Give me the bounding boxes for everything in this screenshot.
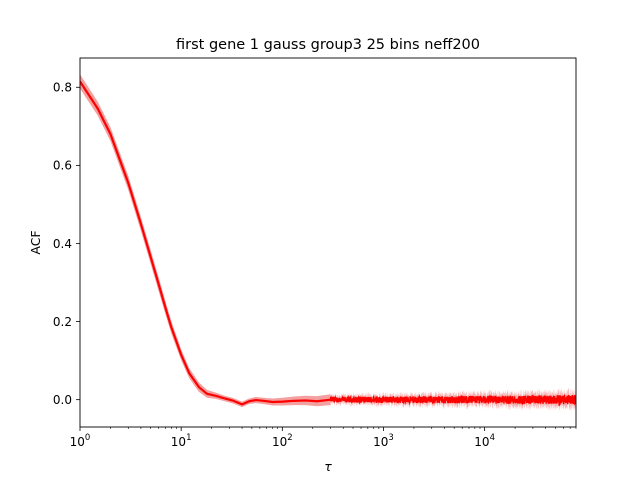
- x-tick-label: 104: [474, 433, 495, 449]
- acf-confidence-band: [80, 74, 331, 408]
- x-tick-label: 101: [171, 433, 192, 449]
- plot-area: [80, 74, 576, 412]
- y-tick-label: 0.2: [53, 315, 72, 329]
- plot-frame: [79, 57, 577, 428]
- x-axis: 100 101 102 103 104: [70, 427, 577, 449]
- x-tick-label: 100: [70, 433, 91, 449]
- y-tick-label: 0.4: [53, 237, 72, 251]
- acf-line: [80, 80, 331, 406]
- x-tick-label: 102: [272, 433, 293, 449]
- chart-title: first gene 1 gauss group3 25 bins neff20…: [176, 37, 480, 53]
- x-axis-label: τ: [324, 459, 332, 474]
- y-tick-label: 0.8: [53, 81, 72, 95]
- y-tick-label: 0.0: [53, 393, 72, 407]
- y-axis-label: ACF: [28, 230, 43, 254]
- x-tick-label: 103: [373, 433, 394, 449]
- y-axis: 0.0 0.2 0.4 0.6 0.8: [53, 81, 80, 407]
- y-tick-label: 0.6: [53, 159, 72, 173]
- acf-noise-line: [329, 394, 576, 407]
